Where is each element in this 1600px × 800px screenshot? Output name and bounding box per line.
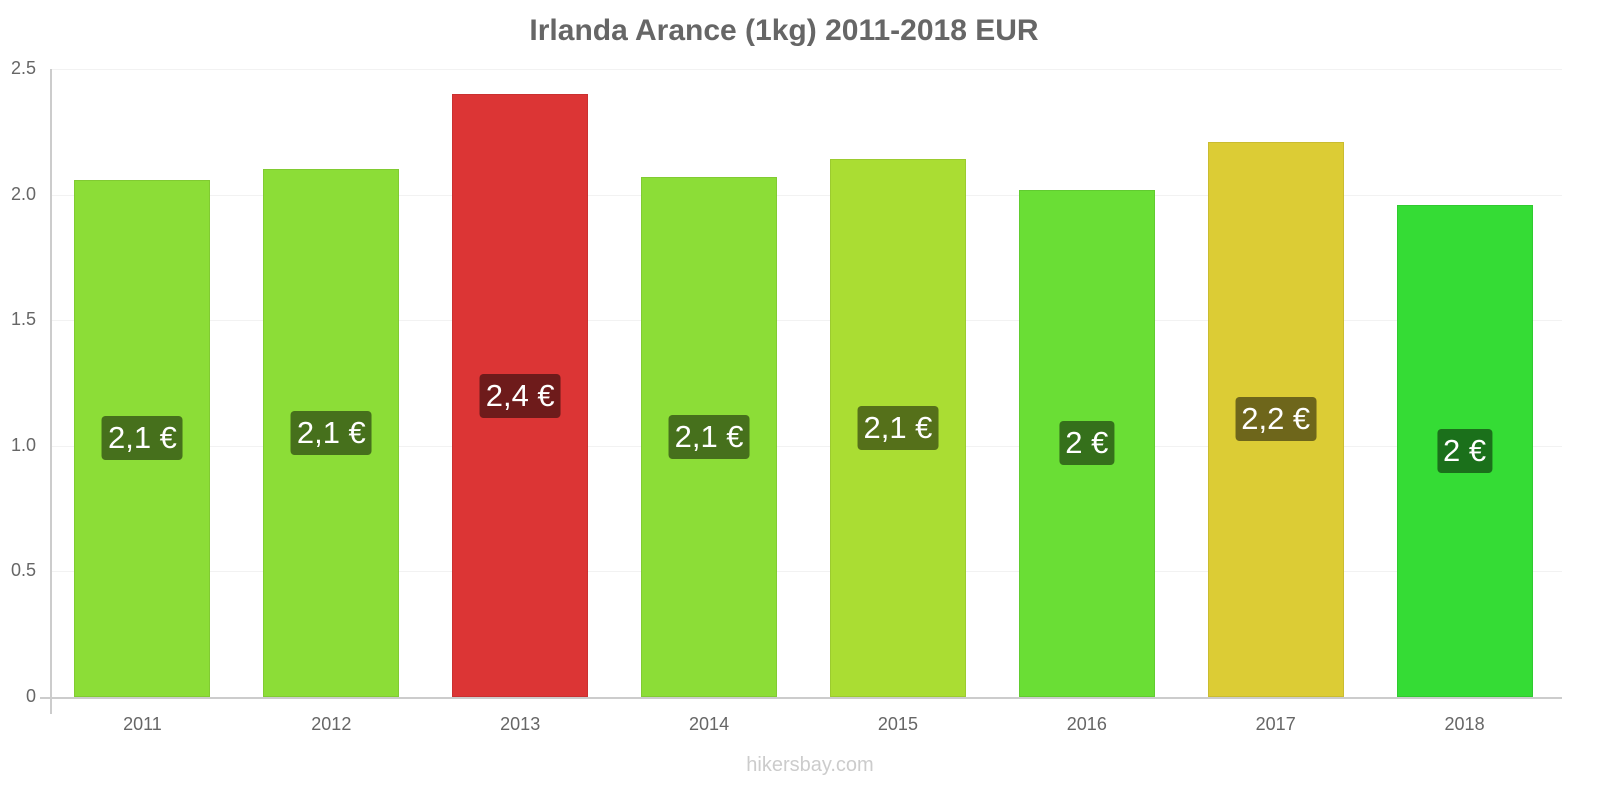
y-tick-label: 1.5	[10, 309, 36, 330]
data-label: 2,1 €	[668, 415, 750, 459]
x-tick-label: 2012	[311, 714, 352, 734]
y-tick-label: 0.5	[10, 560, 36, 581]
x-tick-label: 2018	[1444, 714, 1485, 734]
gridline	[51, 571, 1562, 573]
y-tick-label: 0	[25, 686, 36, 706]
gridline	[51, 69, 1562, 70]
data-label: 2,2 €	[1235, 397, 1317, 442]
y-tick-label: 2.0	[10, 183, 36, 204]
x-tick-label: 2011	[123, 714, 162, 734]
data-label: 2 €	[1437, 428, 1493, 473]
data-label: 2 €	[1059, 421, 1115, 466]
x-tick-label: 2016	[1066, 714, 1107, 734]
x-axis-line	[40, 697, 1562, 699]
chart-title: Irlanda Arance (1kg) 2011-2018 EUR	[529, 14, 1039, 47]
gridline	[51, 320, 1562, 322]
x-tick-label: 2014	[689, 714, 730, 734]
y-tick-label: 1.0	[10, 434, 36, 455]
x-tick-label: 2015	[877, 714, 918, 734]
x-tick-label: 2017	[1255, 714, 1296, 734]
plot-area: 2,1 € 2,1 € 2,4 € 2,1 € 2,1 € 2 € 2,2 € 2 €	[51, 69, 1562, 697]
data-label: 2,4 €	[479, 373, 561, 418]
x-tick-label: 2013	[500, 714, 541, 734]
watermark: hikersbay.com	[746, 754, 874, 776]
gridline	[51, 194, 1562, 196]
data-label: 2,1 €	[290, 411, 372, 456]
data-label: 2,1 €	[101, 416, 183, 461]
gridline	[51, 445, 1562, 447]
y-tick-label: 2.5	[10, 58, 36, 78]
data-label: 2,1 €	[857, 406, 939, 451]
y-axis-line	[50, 69, 52, 714]
